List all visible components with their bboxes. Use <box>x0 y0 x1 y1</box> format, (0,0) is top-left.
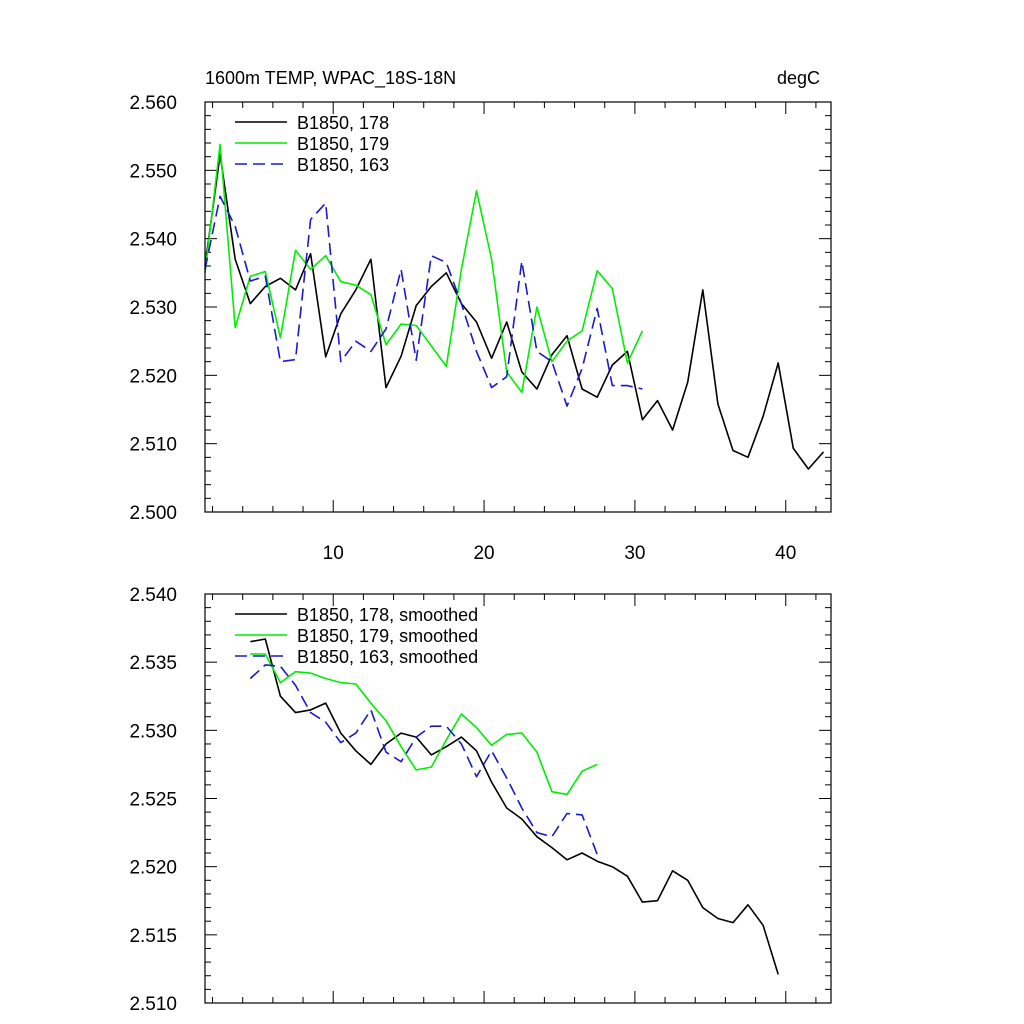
bottom-chart-panel: 2.510 2.515 2.520 2.525 2.530 2.535 2.540 B1850… <box>129 585 832 1015</box>
panel-0-y-tick-label: 2.530 <box>129 298 177 319</box>
panel-0-chart-title: 1600m TEMP, WPAC_18S-18N <box>205 68 456 89</box>
top-chart-panel: 2.500 2.510 2.520 2.530 2.540 2.550 2.560 10 20 3… <box>129 68 832 564</box>
panel-1-y-tick-label: 2.515 <box>129 926 177 947</box>
panel-0-plot-frame <box>204 101 832 513</box>
panel-1-plot-frame <box>204 593 832 1004</box>
panel-0-units-label: degC <box>777 68 820 88</box>
panel-0-y-tick-label: 2.510 <box>129 435 177 456</box>
panel-1-legend-label-2: B1850, 163, smoothed <box>297 647 478 667</box>
panel-1-legend-label-1: B1850, 179, smoothed <box>297 626 478 646</box>
panel-0-x-tick-label: 10 <box>323 543 344 564</box>
panel-1-y-tick-label: 2.510 <box>129 994 177 1015</box>
panel-1-series-line-0 <box>250 638 779 975</box>
panel-1-y-tick-label: 2.540 <box>129 585 177 606</box>
panel-1-y-tick-label: 2.535 <box>129 653 177 674</box>
panel-0-legend-label-1: B1850, 179 <box>297 134 389 154</box>
panel-0-x-tick-label: 30 <box>624 543 645 564</box>
panel-0-y-tick-label: 2.500 <box>129 503 177 524</box>
panel-0-legend-label-2: B1850, 163 <box>297 155 389 175</box>
panel-0-y-tick-label: 2.520 <box>129 366 177 387</box>
panel-0-legend-label-0: B1850, 178 <box>297 113 389 133</box>
panel-0-series-line-1 <box>204 143 644 394</box>
panel-0-series-line-0 <box>204 153 825 470</box>
panel-0-y-tick-label: 2.560 <box>129 93 177 114</box>
panel-0-x-tick-label: 40 <box>775 543 796 564</box>
panel-0-series-line-2 <box>204 195 643 407</box>
panel-0-y-tick-label: 2.550 <box>129 161 177 182</box>
panel-1-y-tick-label: 2.525 <box>129 790 177 811</box>
panel-0-x-tick-label: 20 <box>473 543 494 564</box>
panel-1-y-tick-label: 2.530 <box>129 721 177 742</box>
panel-1-legend-label-0: B1850, 178, smoothed <box>297 605 478 625</box>
panel-1-y-tick-label: 2.520 <box>129 858 177 879</box>
panel-1-series-line-1 <box>250 653 598 796</box>
panel-0-y-tick-label: 2.540 <box>129 230 177 251</box>
panel-1-series-line-2 <box>249 664 598 855</box>
